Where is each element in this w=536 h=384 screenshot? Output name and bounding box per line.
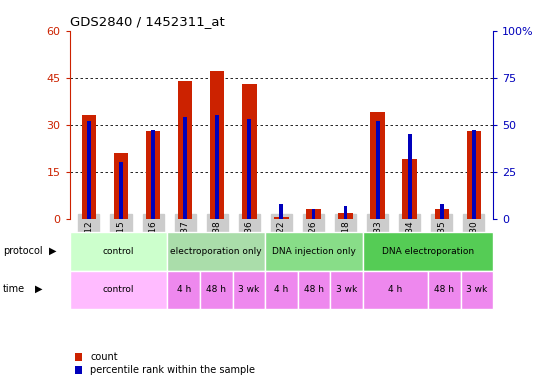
Bar — [183, 117, 187, 219]
Text: 48 h: 48 h — [304, 285, 324, 295]
Text: protocol: protocol — [3, 246, 42, 256]
Text: electroporation only: electroporation only — [170, 247, 262, 256]
Text: 4 h: 4 h — [274, 285, 288, 295]
Bar — [472, 131, 476, 219]
Bar — [265, 232, 363, 271]
Bar — [363, 271, 428, 309]
Bar — [151, 131, 155, 219]
Bar — [330, 271, 363, 309]
Text: ▶: ▶ — [49, 246, 57, 256]
Text: control: control — [103, 285, 135, 295]
Text: 3 wk: 3 wk — [336, 285, 357, 295]
Bar — [242, 84, 257, 219]
Bar — [146, 131, 160, 219]
Bar — [167, 271, 200, 309]
Bar — [70, 232, 167, 271]
Bar — [311, 210, 315, 219]
Bar — [215, 116, 219, 219]
Bar — [460, 271, 493, 309]
Text: ▶: ▶ — [35, 284, 42, 294]
Bar — [376, 121, 379, 219]
Bar — [297, 271, 330, 309]
Text: 4 h: 4 h — [176, 285, 191, 295]
Bar — [440, 204, 444, 219]
Text: time: time — [3, 284, 25, 294]
Text: DNA electroporation: DNA electroporation — [382, 247, 474, 256]
Bar — [403, 159, 417, 219]
Text: 48 h: 48 h — [434, 285, 455, 295]
Bar — [233, 271, 265, 309]
Text: GDS2840 / 1452311_at: GDS2840 / 1452311_at — [70, 15, 225, 28]
Bar — [210, 71, 225, 219]
Text: 3 wk: 3 wk — [466, 285, 487, 295]
Legend: count, percentile rank within the sample: count, percentile rank within the sample — [75, 353, 255, 375]
Bar — [344, 206, 347, 219]
Bar — [467, 131, 481, 219]
Bar — [370, 112, 385, 219]
Bar — [279, 204, 284, 219]
Text: control: control — [103, 247, 135, 256]
Text: 48 h: 48 h — [206, 285, 226, 295]
Text: 3 wk: 3 wk — [238, 285, 259, 295]
Text: DNA injection only: DNA injection only — [272, 247, 356, 256]
Bar — [306, 210, 321, 219]
Bar — [200, 271, 233, 309]
Bar — [248, 119, 251, 219]
Bar — [265, 271, 297, 309]
Bar — [428, 271, 460, 309]
Bar — [338, 213, 353, 219]
Bar — [435, 210, 449, 219]
Bar — [70, 271, 167, 309]
Bar — [87, 121, 91, 219]
Bar — [274, 217, 288, 219]
Bar — [167, 232, 265, 271]
Bar — [119, 162, 123, 219]
Bar — [114, 153, 128, 219]
Bar — [408, 134, 412, 219]
Text: 4 h: 4 h — [388, 285, 403, 295]
Bar — [363, 232, 493, 271]
Bar — [178, 81, 192, 219]
Bar — [81, 116, 96, 219]
